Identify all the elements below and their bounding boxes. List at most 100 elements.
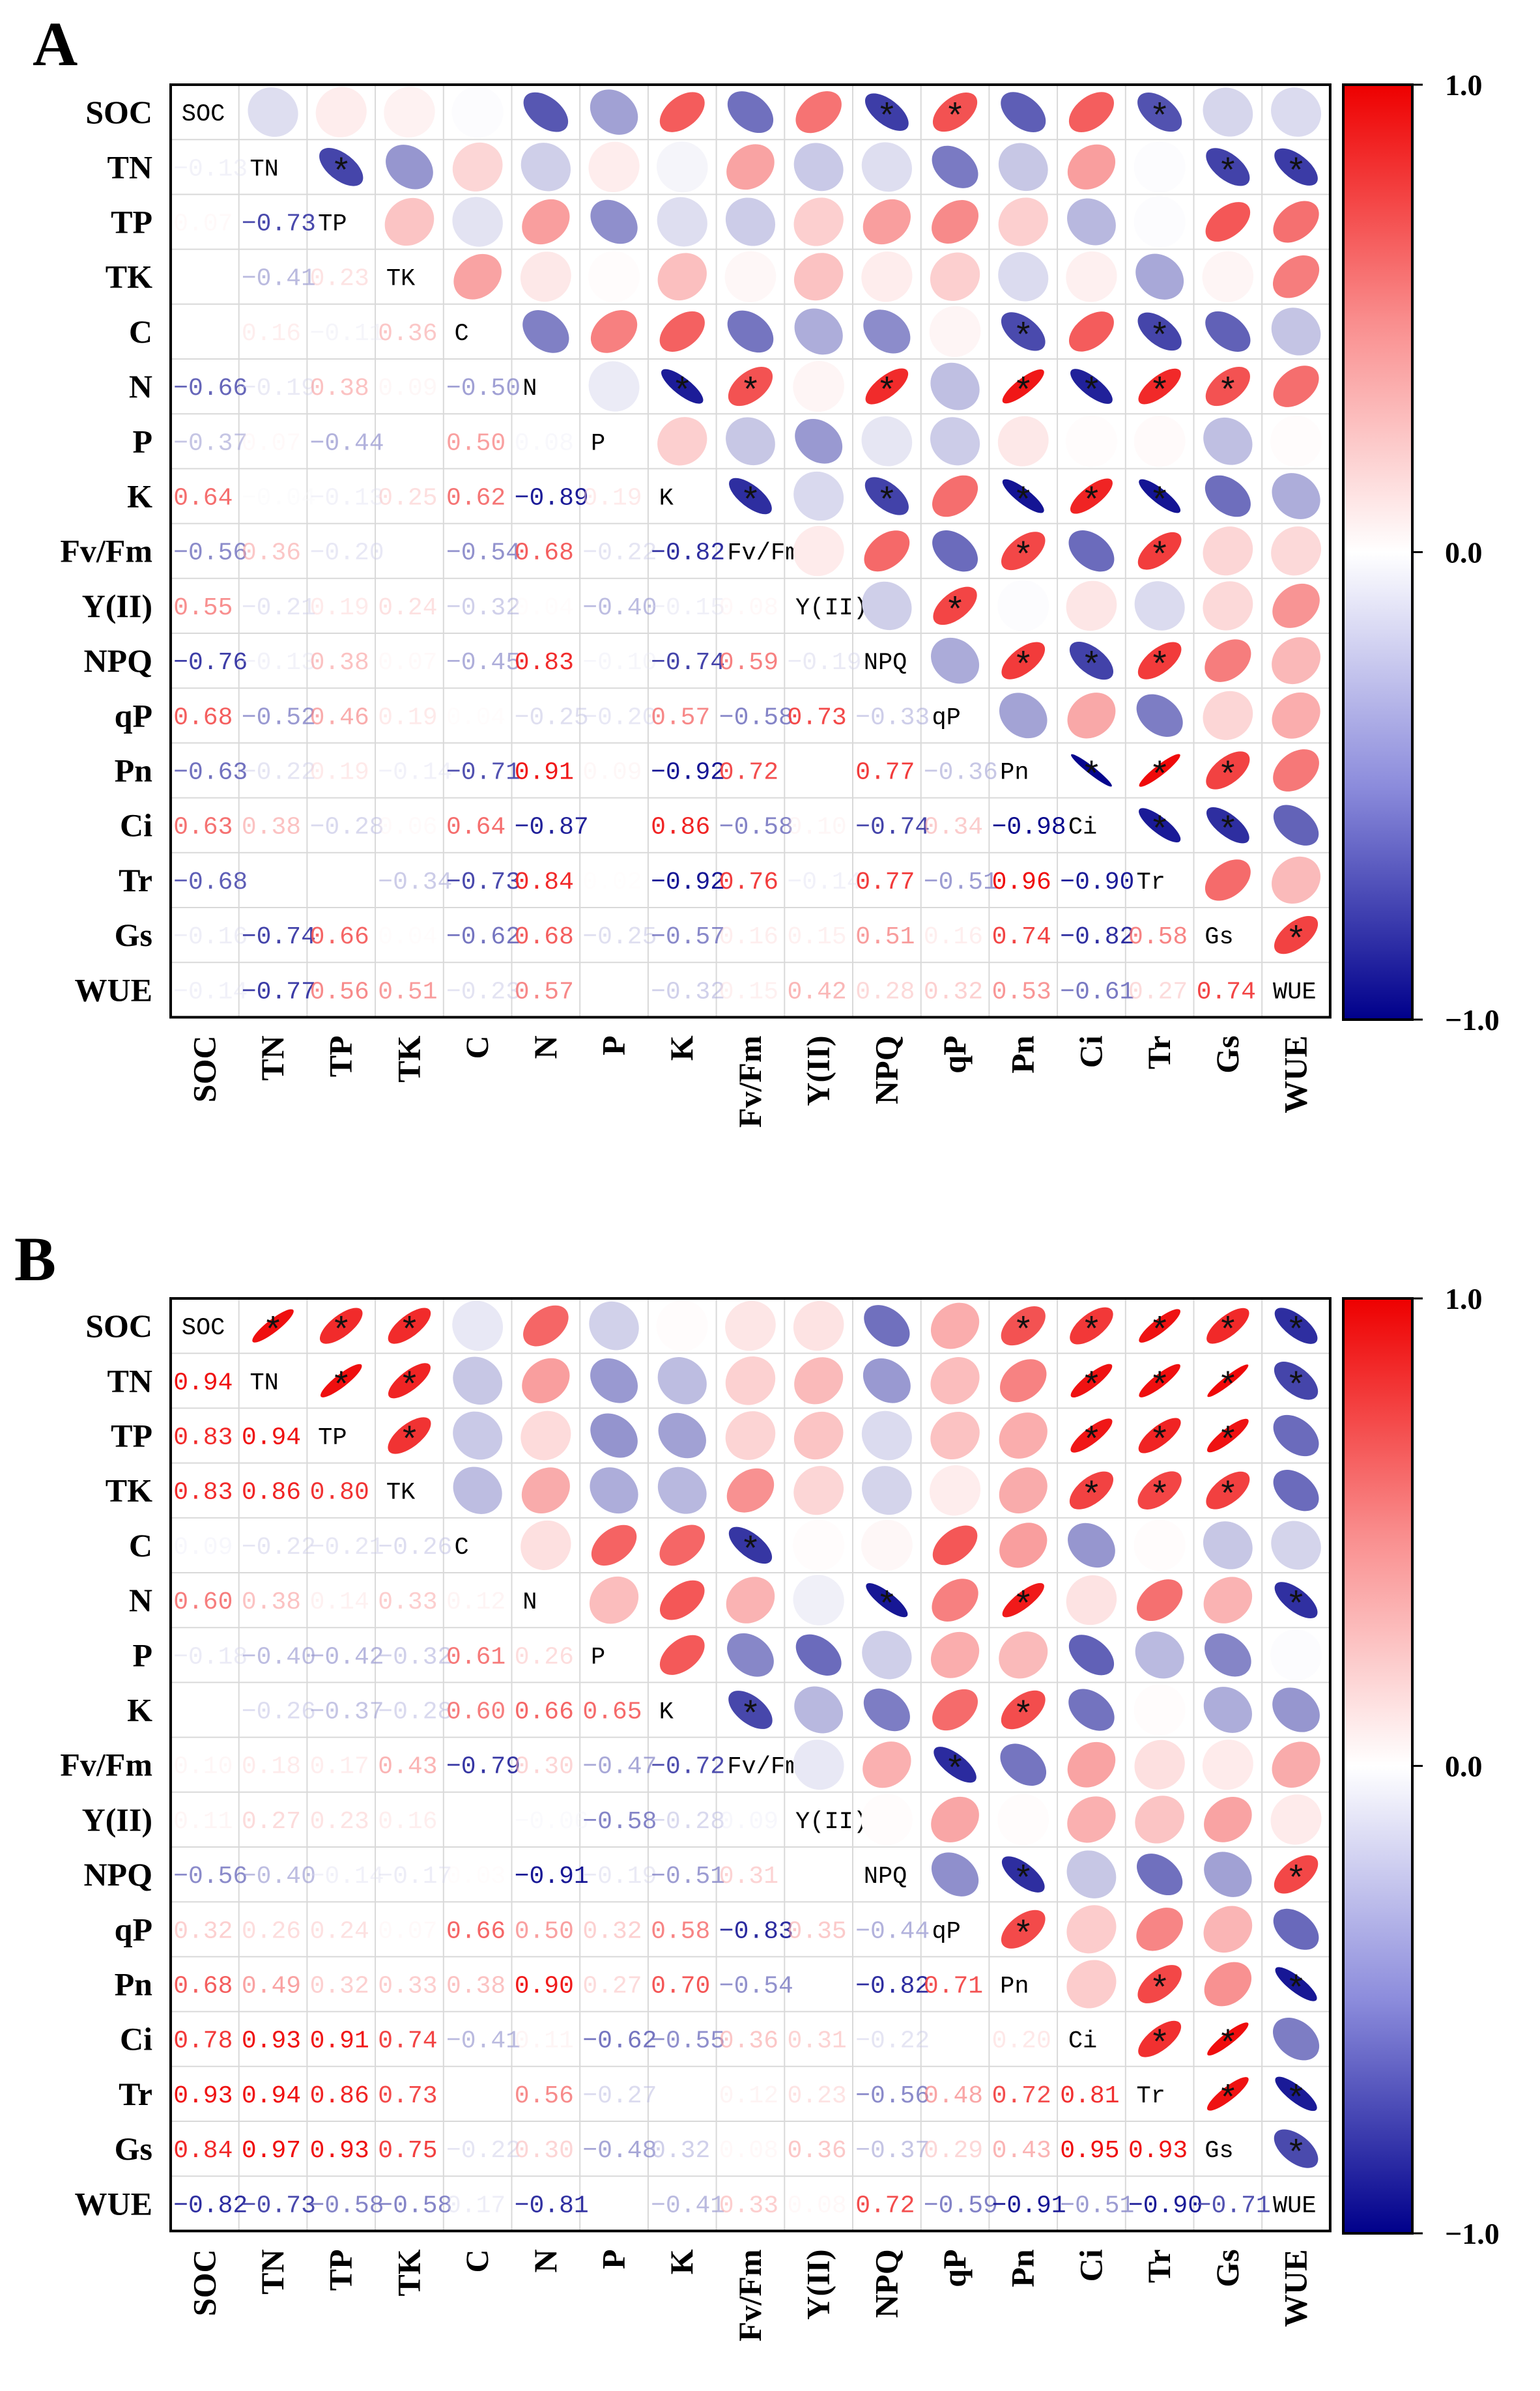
diagonal-label: Pn <box>1000 1973 1029 2001</box>
correlation-value: 0.17 <box>446 2192 506 2220</box>
correlation-value: 0.95 <box>1060 2137 1119 2165</box>
correlation-ellipse <box>726 144 775 190</box>
correlation-value: 0.23 <box>787 2082 846 2110</box>
correlation-value: 0.70 <box>651 1973 710 2001</box>
significance-star: * <box>948 95 962 134</box>
significance-star: * <box>880 480 894 519</box>
correlation-value: 0.24 <box>310 1917 369 1945</box>
correlation-value: −0.82 <box>855 1973 930 2001</box>
correlation-ellipse <box>1138 1418 1181 1453</box>
diagonal-label: K <box>659 1699 674 1726</box>
diagonal-label: Gs <box>1205 2138 1233 2165</box>
correlation-ellipse <box>1207 2077 1249 2111</box>
correlation-value: −0.58 <box>719 704 793 732</box>
correlation-ellipse <box>1275 2076 1317 2112</box>
significance-star: * <box>1085 1364 1098 1403</box>
significance-star: * <box>1153 369 1167 408</box>
matrix-border <box>169 1297 1332 2233</box>
correlation-ellipse <box>1139 1364 1180 1397</box>
correlation-ellipse <box>452 1300 504 1351</box>
correlation-ellipse <box>591 1525 637 1566</box>
correlation-ellipse <box>865 368 909 405</box>
correlation-ellipse <box>1273 201 1319 243</box>
correlation-ellipse <box>1274 916 1319 954</box>
correlation-value: 0.07 <box>173 210 233 238</box>
correlation-ellipse <box>1001 1910 1046 1949</box>
row-label: NPQ <box>83 642 152 679</box>
significance-star: * <box>880 1583 894 1622</box>
correlation-ellipse <box>726 417 775 466</box>
correlation-ellipse <box>1137 532 1182 570</box>
column-label: Ci <box>1072 1035 1109 1068</box>
column-label: qP <box>936 1035 973 1073</box>
column-label: Y(II) <box>800 2249 836 2319</box>
correlation-value: 0.23 <box>310 265 369 293</box>
correlation-ellipse <box>453 253 502 300</box>
diagonal-label: P <box>591 430 605 457</box>
correlation-ellipse <box>930 362 980 410</box>
correlation-value: −0.73 <box>242 210 316 238</box>
correlation-value: 0.71 <box>924 1973 983 2001</box>
correlation-value: −0.90 <box>1060 868 1134 896</box>
row-label: TP <box>111 1418 152 1454</box>
significance-star: * <box>743 1528 757 1568</box>
correlation-ellipse <box>728 1691 773 1729</box>
correlation-ellipse <box>1070 369 1113 404</box>
correlation-value: 0.72 <box>719 759 778 787</box>
correlation-value: 0.27 <box>242 1808 301 1836</box>
column-label: TK <box>390 2249 427 2296</box>
correlation-value: 0.20 <box>992 2027 1051 2055</box>
correlation-ellipse <box>1000 1359 1047 1403</box>
correlation-value: −0.28 <box>378 1698 452 1726</box>
diagonal-label: WUE <box>1273 979 1317 1006</box>
correlation-value: −0.28 <box>651 1808 725 1836</box>
correlation-ellipse <box>1202 251 1254 302</box>
correlation-ellipse <box>453 1356 503 1405</box>
matrix-cells: SOC * * *−0.13 TN * * *0.07 −0.73 TP−0.410.23 TK0.… <box>173 86 1322 1006</box>
correlation-ellipse <box>861 251 913 302</box>
correlation-ellipse <box>588 361 640 412</box>
correlation-ellipse <box>862 1466 912 1515</box>
correlation-ellipse <box>656 1300 708 1352</box>
column-label: NPQ <box>868 1035 904 1104</box>
correlation-value: 0.19 <box>582 485 642 513</box>
correlation-ellipse <box>729 478 772 515</box>
correlation-ellipse <box>1001 1306 1046 1346</box>
correlation-value: −0.83 <box>719 1917 793 1945</box>
correlation-value: −0.76 <box>173 649 248 677</box>
column-label: Fv/Fm <box>732 2249 768 2341</box>
correlation-ellipse <box>1272 1741 1320 1788</box>
correlation-value: 0.97 <box>242 2137 301 2165</box>
correlation-value: −0.82 <box>651 539 725 567</box>
correlation-ellipse <box>388 1417 431 1454</box>
correlation-value: −0.19 <box>787 649 861 677</box>
correlation-ellipse <box>999 1631 1048 1679</box>
correlation-value: 0.72 <box>992 2082 1051 2110</box>
correlation-value: 0.27 <box>1128 978 1188 1006</box>
correlation-value: 0.57 <box>515 978 574 1006</box>
correlation-ellipse <box>794 308 843 355</box>
correlation-ellipse <box>659 1525 706 1566</box>
correlation-value: −0.11 <box>310 320 384 348</box>
colorbar-tick-label: −1.0 <box>1445 2217 1500 2250</box>
correlation-ellipse <box>793 361 844 412</box>
correlation-ellipse <box>1137 93 1182 132</box>
row-label: NPQ <box>83 1856 152 1893</box>
correlation-ellipse <box>1066 1575 1117 1625</box>
colorbar-tick-label: 0.0 <box>1445 536 1483 569</box>
significance-star: * <box>403 1309 416 1348</box>
significance-star: * <box>743 369 757 408</box>
correlation-value: 0.14 <box>310 1588 369 1616</box>
diagonal-label: qP <box>932 1918 960 1945</box>
row-label: TN <box>107 149 152 185</box>
correlation-value: 0.50 <box>446 429 506 457</box>
significance-star: * <box>1289 1309 1303 1348</box>
diagonal-label: TP <box>318 1425 347 1452</box>
correlation-ellipse <box>1203 691 1253 740</box>
correlation-ellipse <box>724 251 777 302</box>
correlation-ellipse <box>1203 526 1253 576</box>
significance-star: * <box>1153 644 1167 683</box>
correlation-value: 0.66 <box>310 923 369 951</box>
correlation-ellipse <box>932 200 979 244</box>
correlation-ellipse <box>793 1575 844 1625</box>
